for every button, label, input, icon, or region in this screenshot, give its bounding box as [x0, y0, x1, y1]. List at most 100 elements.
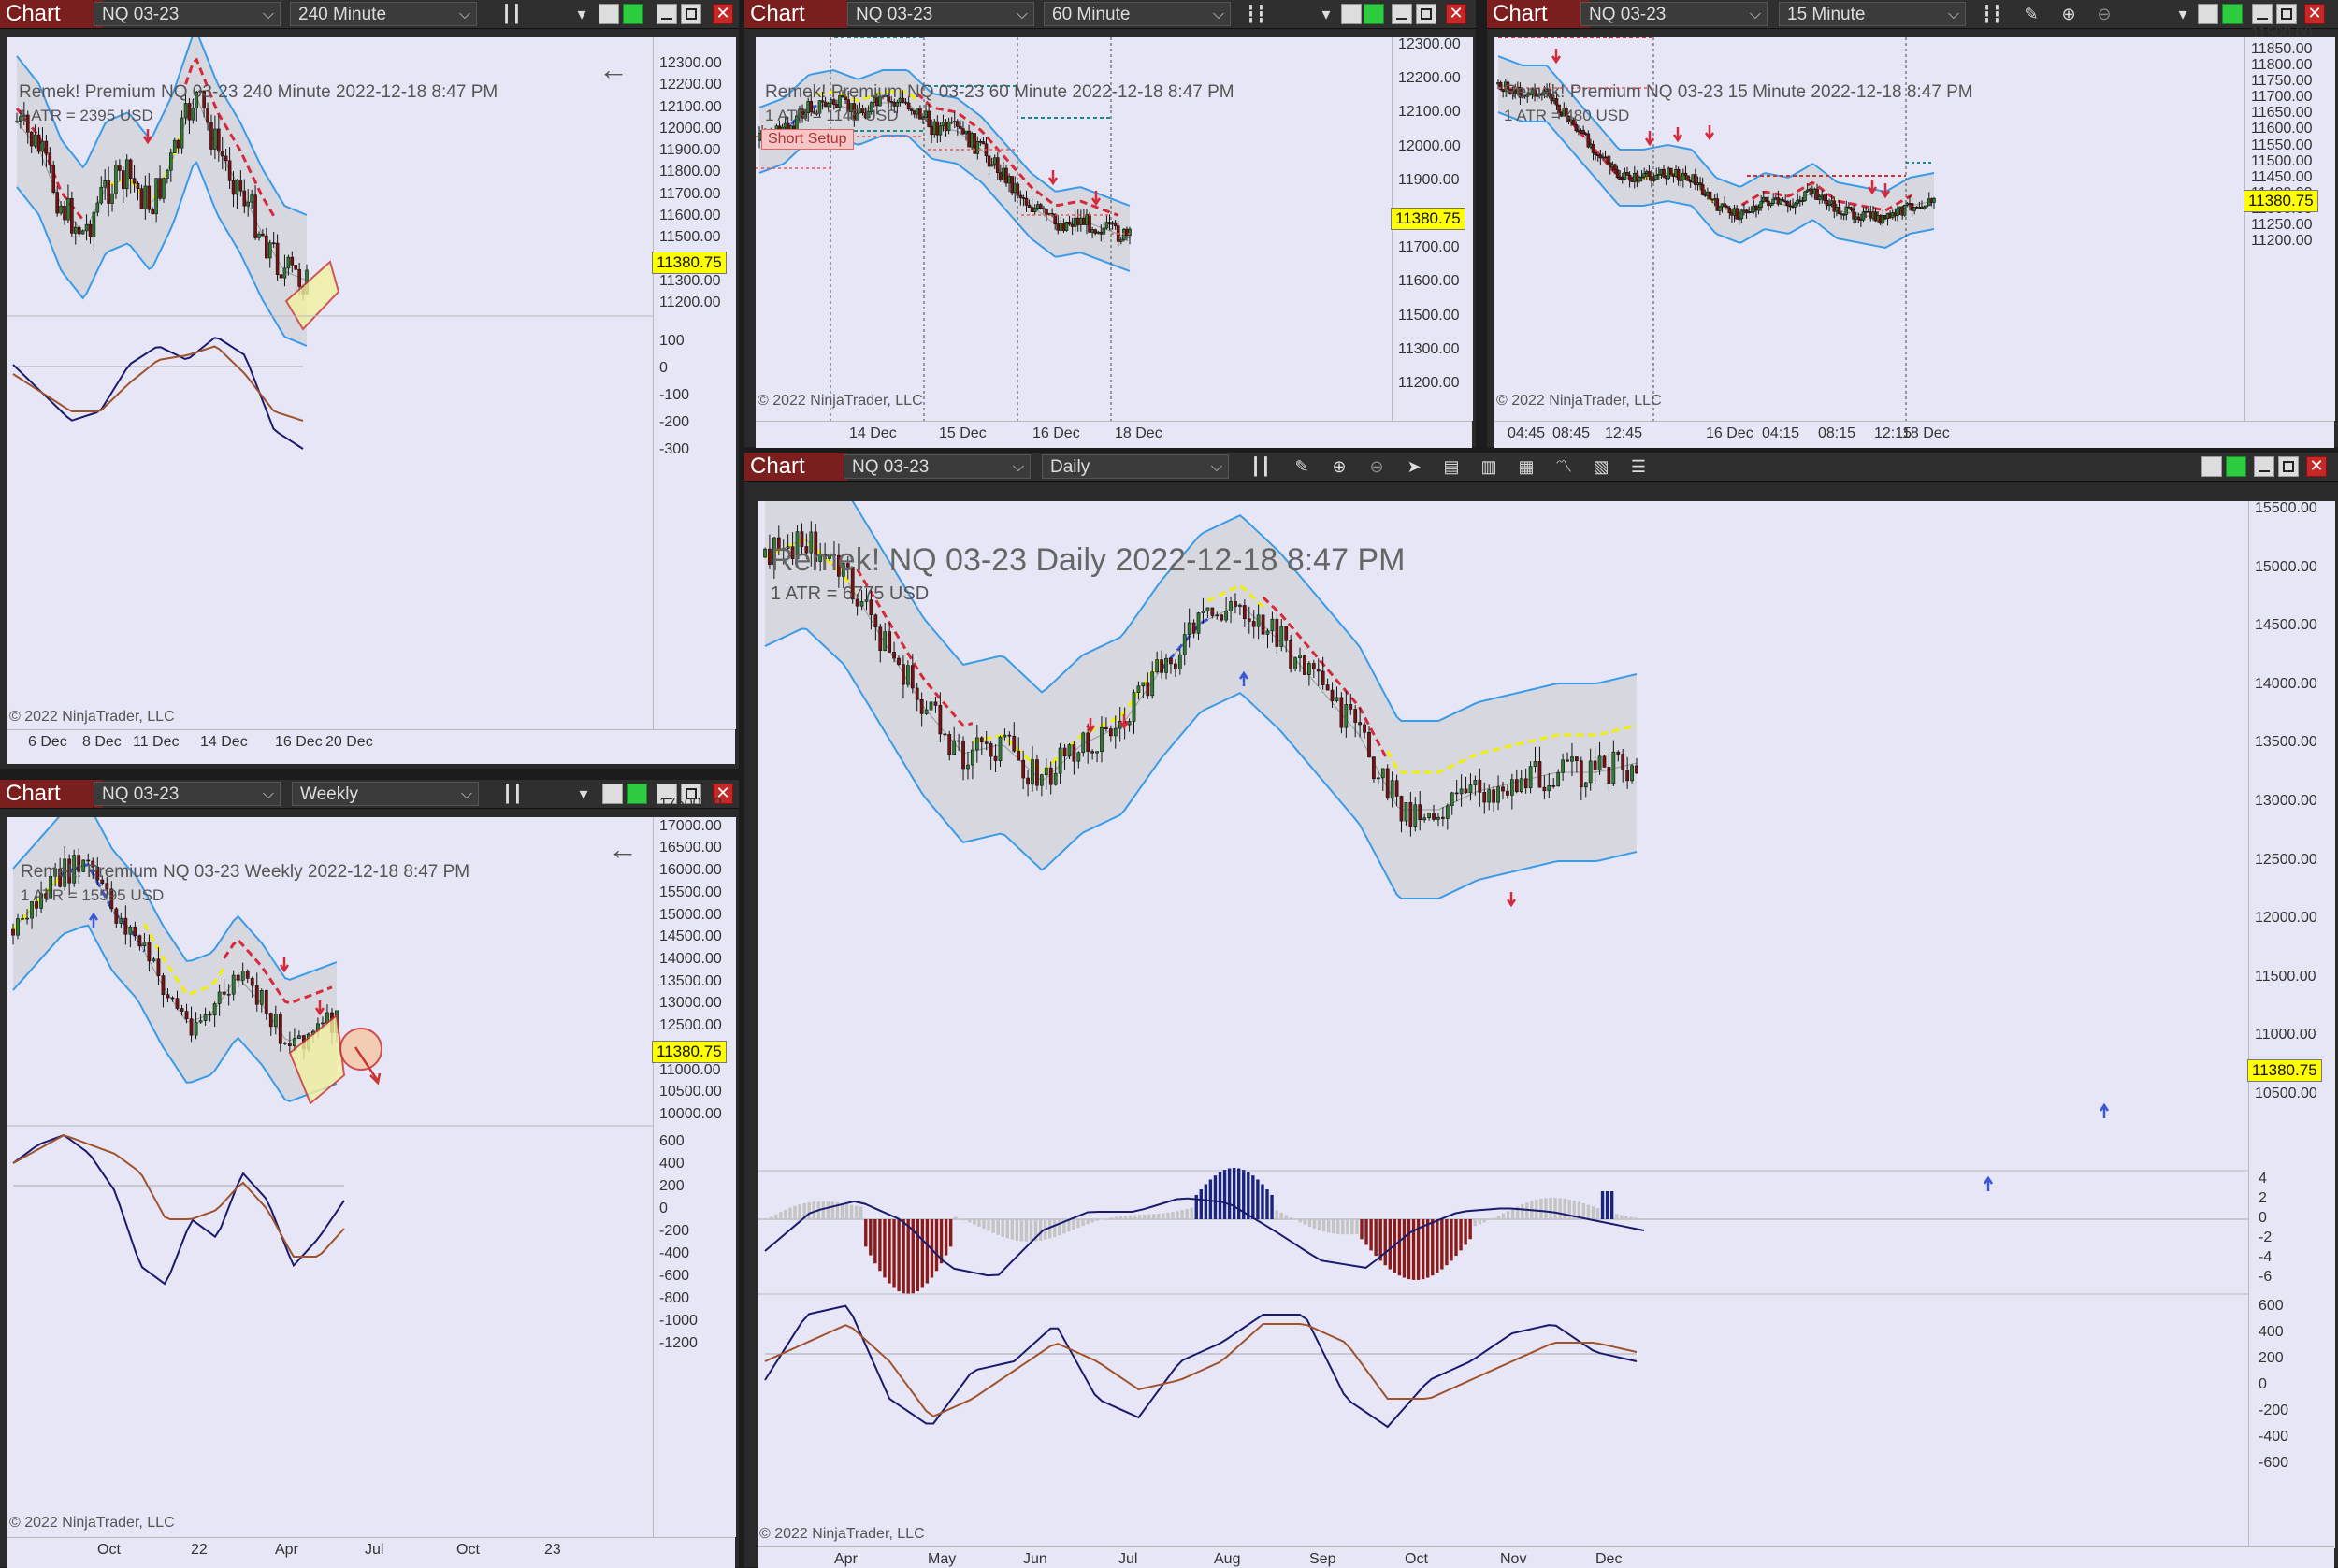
connection-status-button[interactable]	[1364, 4, 1384, 24]
price-tick-label: 11250.00	[2251, 217, 2313, 234]
price-tick-label: 12500.00	[659, 1017, 722, 1034]
instrument-selector[interactable]: NQ 03-23⌵	[1580, 2, 1768, 26]
interval-selector[interactable]: Weekly⌵	[292, 782, 479, 806]
zoom-out-icon[interactable]: ⊖	[1365, 455, 1388, 478]
oscillator-tick-label: -300	[659, 441, 689, 458]
chart-tab[interactable]: Chart	[0, 780, 103, 808]
price-tick-label: 16500.00	[659, 840, 722, 856]
list-icon[interactable]: ☰	[1627, 455, 1650, 478]
histogram-bar	[1549, 1198, 1551, 1219]
chart-style-icon[interactable]: ┇┇	[1245, 3, 1267, 25]
histogram-bar	[784, 1210, 787, 1219]
link-button[interactable]	[2198, 4, 2218, 24]
histogram-bar	[1016, 1219, 1018, 1241]
instrument-selector[interactable]: NQ 03-23⌵	[94, 2, 281, 26]
connection-status-button[interactable]	[623, 4, 643, 24]
histogram-bar	[873, 1219, 876, 1263]
close-button[interactable]: ✕	[1446, 4, 1466, 24]
indicators-icon[interactable]: ▦	[1515, 455, 1537, 478]
link-button[interactable]	[599, 4, 619, 24]
back-arrow-icon[interactable]: ←	[599, 52, 628, 87]
pencil-icon[interactable]: ✎	[2020, 3, 2042, 25]
chart-tab[interactable]: Chart	[0, 0, 103, 28]
maximize-button[interactable]	[2276, 4, 2297, 24]
histogram-bar	[855, 1206, 858, 1219]
link-button[interactable]	[1341, 4, 1362, 24]
chevron-down-icon[interactable]: ▾	[2172, 3, 2194, 25]
zoom-in-icon[interactable]: ⊕	[2057, 3, 2080, 25]
instrument-selector[interactable]: NQ 03-23⌵	[94, 782, 281, 806]
zoom-out-icon[interactable]: ⊖	[2093, 3, 2115, 25]
time-tick-label: 08:15	[1818, 425, 1855, 442]
back-arrow-icon[interactable]: ←	[608, 832, 638, 867]
close-button[interactable]: ✕	[713, 4, 733, 24]
link-button[interactable]	[2201, 456, 2222, 477]
zoom-in-icon[interactable]: ⊕	[1328, 455, 1350, 478]
histogram-bar	[1450, 1219, 1452, 1260]
close-button[interactable]: ✕	[2306, 456, 2327, 477]
histogram-bar	[770, 1216, 772, 1219]
chart-style-icon[interactable]: ┃┃	[500, 3, 523, 25]
price-tick-label: 11200.00	[1398, 375, 1460, 392]
templates-icon[interactable]: ▧	[1590, 455, 1612, 478]
chart-tab[interactable]: Chart	[744, 0, 847, 28]
connection-status-button[interactable]	[2226, 456, 2246, 477]
data-box-icon[interactable]: ▤	[1440, 455, 1463, 478]
chevron-down-icon[interactable]: ▾	[1315, 3, 1337, 25]
connection-status-button[interactable]	[2222, 4, 2243, 24]
price-panel[interactable]: Remek! NQ 03-23 Daily 2022-12-18 8:47 PM…	[758, 501, 2248, 1548]
interval-selector[interactable]: 60 Minute⌵	[1044, 2, 1231, 26]
maximize-button[interactable]	[2278, 456, 2299, 477]
instrument-selector[interactable]: NQ 03-23⌵	[847, 2, 1034, 26]
interval-selector[interactable]: 240 Minute⌵	[290, 2, 477, 26]
interval-selector[interactable]: Daily⌵	[1042, 454, 1229, 479]
interval-selector[interactable]: 15 Minute⌵	[1779, 2, 1966, 26]
connection-status-button[interactable]	[627, 784, 647, 804]
minimize-button[interactable]	[2252, 4, 2273, 24]
price-panel[interactable]: Remek! Premium NQ 03-23 Weekly 2022-12-1…	[7, 817, 653, 1537]
pencil-icon[interactable]: ✎	[1291, 455, 1313, 478]
pointer-icon[interactable]: ➤	[1403, 455, 1425, 478]
strategies-icon[interactable]: 〽	[1552, 455, 1575, 478]
chart-tab[interactable]: Chart	[744, 453, 847, 481]
time-tick-label: Dec	[1595, 1551, 1622, 1568]
sell-signal-arrow	[1646, 131, 1653, 144]
histogram-bar	[1563, 1199, 1566, 1219]
price-panel[interactable]: Remek! Premium NQ 03-23 240 Minute 2022-…	[7, 37, 653, 729]
histogram-bar	[954, 1216, 957, 1219]
histogram-bar	[1454, 1219, 1457, 1256]
chevron-down-icon: ⌵	[459, 3, 470, 27]
price-tick-label: 11600.00	[659, 208, 721, 224]
chart-style-icon[interactable]: ┃┃	[501, 783, 524, 805]
instrument-selector[interactable]: NQ 03-23⌵	[844, 454, 1031, 479]
minimize-button[interactable]	[2254, 456, 2274, 477]
chevron-down-icon[interactable]: ▾	[570, 3, 593, 25]
chevron-down-icon[interactable]: ▾	[572, 783, 595, 805]
price-panel[interactable]: Remek! Premium NQ 03-23 15 Minute 2022-1…	[1494, 37, 2244, 421]
short-setup-badge: Short Setup	[761, 129, 854, 150]
properties-icon[interactable]: ▥	[1478, 455, 1500, 478]
price-panel[interactable]: Remek! Premium NQ 03-23 60 Minute 2022-1…	[756, 37, 1392, 421]
minimize-button[interactable]	[657, 4, 677, 24]
chart-style-icon[interactable]: ┃┃	[1249, 455, 1272, 478]
minimize-button[interactable]	[1392, 4, 1412, 24]
chart-tab[interactable]: Chart	[1487, 0, 1590, 28]
histogram-bar	[1521, 1204, 1523, 1219]
oscillator-tick-label: -400	[2259, 1429, 2288, 1446]
maximize-button[interactable]	[681, 4, 701, 24]
chart-style-icon[interactable]: ┇┇	[1981, 3, 2003, 25]
histogram-bar	[1384, 1219, 1387, 1265]
maximize-button[interactable]	[1416, 4, 1436, 24]
link-button[interactable]	[602, 784, 623, 804]
close-button[interactable]: ✕	[2304, 4, 2325, 24]
